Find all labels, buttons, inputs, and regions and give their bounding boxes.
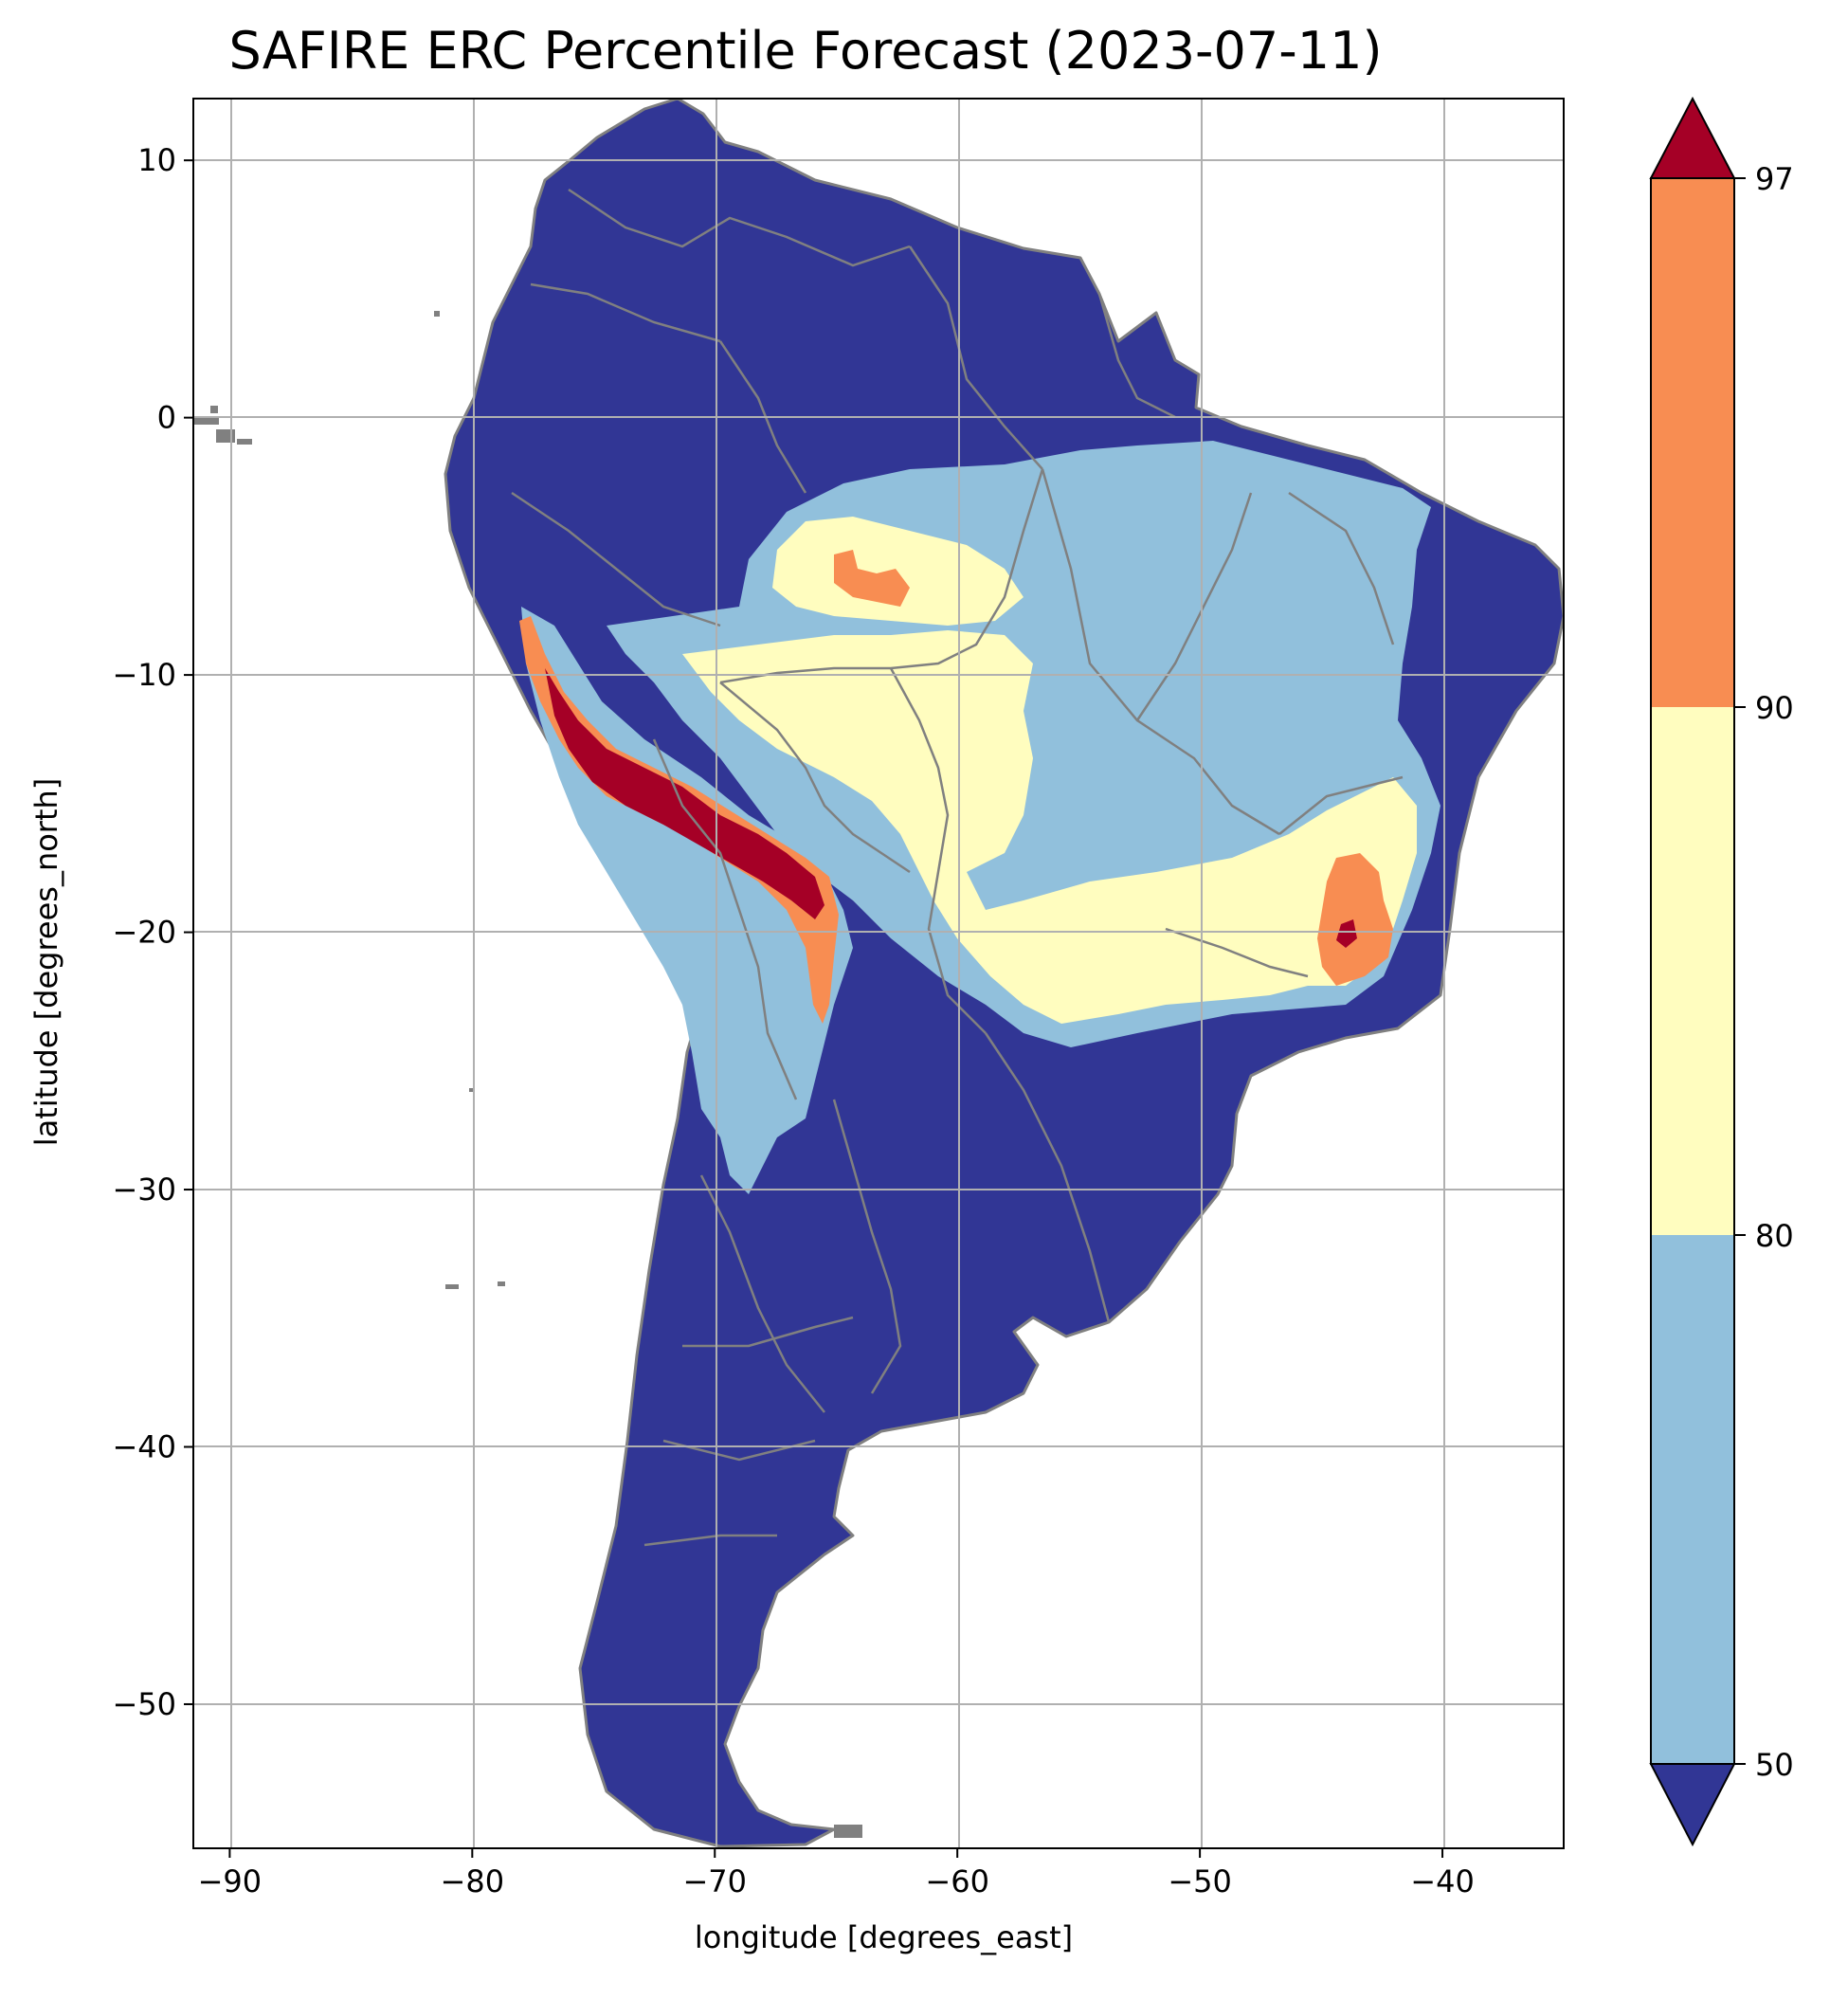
x-tick-label: −50 [1168, 1863, 1232, 1899]
zone-above-97-minas [1336, 919, 1357, 948]
y-tick-label: −20 [112, 915, 176, 951]
zone-90-97-para [834, 550, 910, 607]
y-tick-label: −30 [112, 1172, 176, 1208]
map-area [194, 99, 1564, 1848]
colorbar-label-50: 50 [1755, 1747, 1794, 1783]
zone-80-90-north [772, 517, 1024, 626]
y-axis-label: latitude [degrees_north] [28, 777, 64, 1147]
colorbar-band-90-97 [1651, 178, 1734, 707]
x-tick-label: −80 [441, 1863, 505, 1899]
y-tick-label: −50 [112, 1686, 176, 1722]
y-tick-label: −40 [112, 1429, 176, 1465]
zone-80-90-central [682, 630, 1417, 1024]
x-tick-label: −90 [198, 1863, 263, 1899]
zone-90-97-minas [1317, 853, 1393, 986]
colorbar-band-50-80 [1651, 1235, 1734, 1764]
y-tick-label: −10 [112, 657, 176, 693]
chart-title: SAFIRE ERC Percentile Forecast (2023-07-… [228, 21, 1383, 81]
grid-lines [193, 99, 1564, 1848]
colorbar-extend-above-97 [1649, 96, 1736, 179]
colorbar: 97 90 80 50 [1649, 96, 1794, 1847]
zone-above-97-andes [545, 668, 824, 919]
y-axis-ticks: 10 0 −10 −20 −30 −40 −50 [112, 142, 193, 1722]
colorbar-label-90: 90 [1755, 690, 1794, 726]
colorbar-band-80-90 [1651, 707, 1734, 1235]
y-tick-label: 10 [137, 142, 176, 178]
plot-frame [192, 98, 1565, 1849]
colorbar-extend-below-50 [1649, 1763, 1736, 1847]
x-axis-label: longitude [degrees_east] [694, 1919, 1074, 1955]
colorbar-frame [1650, 177, 1735, 1765]
colorbar-ticks [1734, 177, 1746, 1765]
admin-borders [511, 188, 1404, 1547]
x-tick-label: −40 [1410, 1863, 1475, 1899]
x-tick-label: −60 [925, 1863, 989, 1899]
colorbar-label-97: 97 [1755, 161, 1794, 197]
x-axis-ticks: −90 −80 −70 −60 −50 −40 [198, 1848, 1475, 1899]
x-tick-label: −70 [682, 1863, 747, 1899]
y-tick-label: 0 [157, 400, 176, 436]
colorbar-label-80: 80 [1755, 1218, 1794, 1254]
